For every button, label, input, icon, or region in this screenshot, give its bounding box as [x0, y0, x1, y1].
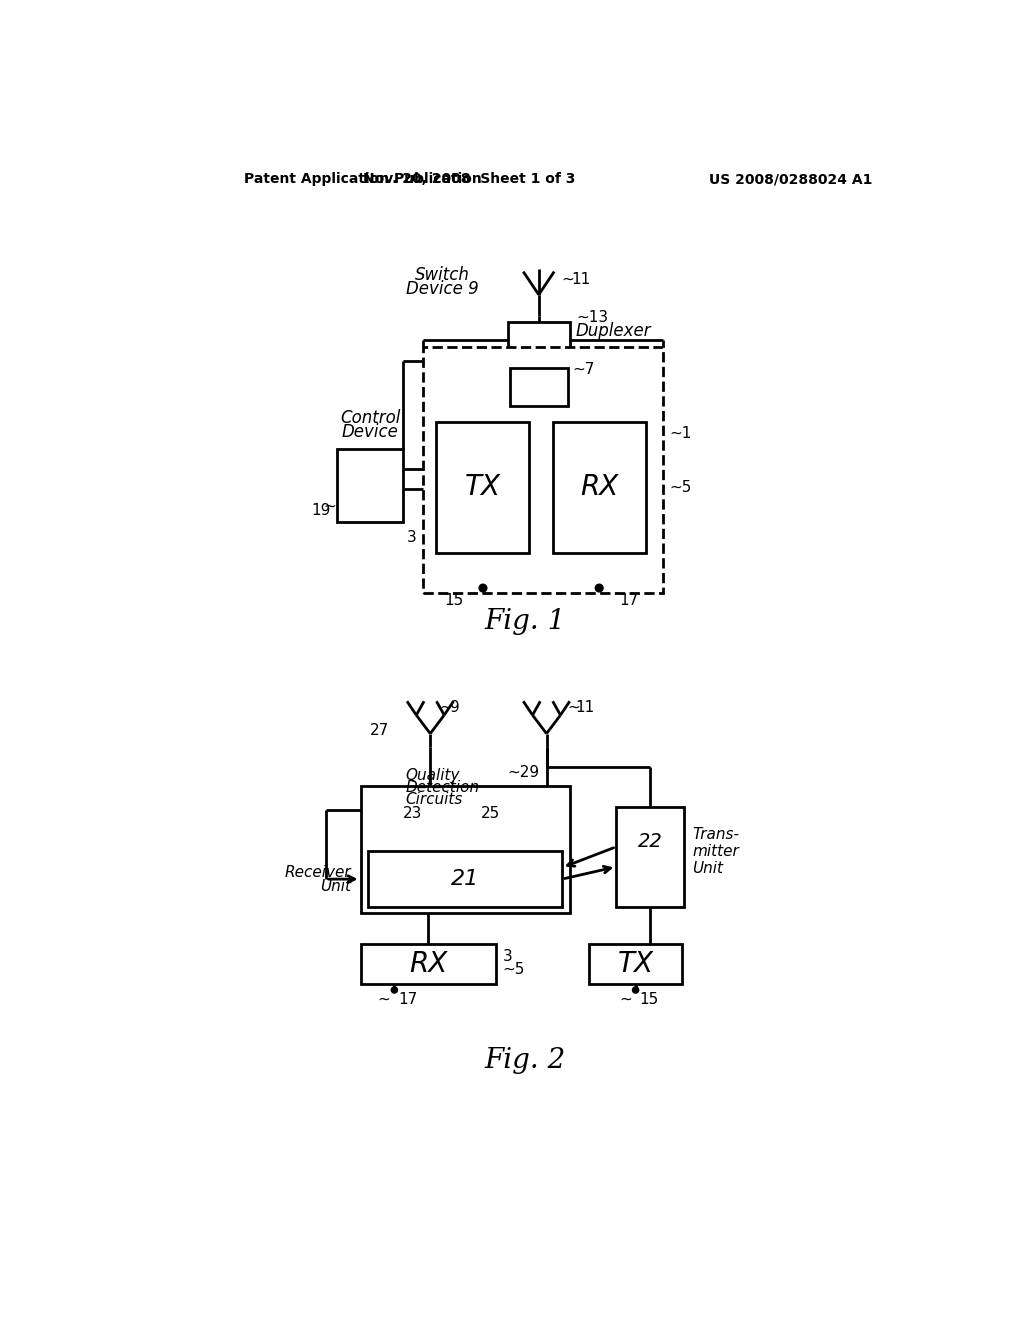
Text: TX: TX: [465, 473, 501, 502]
Text: ~1: ~1: [669, 426, 691, 441]
Text: Duplexer: Duplexer: [575, 322, 651, 339]
Text: ~: ~: [567, 700, 580, 715]
Text: 3: 3: [407, 529, 417, 545]
Bar: [553, 422, 646, 553]
Circle shape: [633, 987, 639, 993]
Bar: [436, 422, 529, 553]
Text: 25: 25: [480, 807, 500, 821]
Text: Receiver: Receiver: [285, 866, 351, 880]
Text: 19: 19: [311, 503, 331, 517]
Text: 27: 27: [371, 723, 389, 738]
Text: Unit: Unit: [321, 879, 351, 895]
Bar: [337, 449, 403, 521]
Text: Quality: Quality: [406, 768, 460, 784]
Bar: [423, 347, 663, 594]
Text: Control: Control: [340, 409, 400, 426]
Bar: [510, 368, 568, 407]
Text: 17: 17: [398, 991, 418, 1007]
Text: ~: ~: [378, 991, 390, 1007]
Text: ~: ~: [562, 272, 574, 286]
Text: 23: 23: [403, 807, 423, 821]
Text: ~29: ~29: [508, 766, 540, 780]
Text: Detection: Detection: [406, 780, 479, 795]
Text: 15: 15: [640, 991, 658, 1007]
Text: Switch: Switch: [415, 267, 469, 284]
Text: 22: 22: [638, 833, 663, 851]
Text: 3: 3: [503, 949, 512, 964]
Text: RX: RX: [580, 473, 618, 502]
Text: 15: 15: [443, 593, 463, 609]
Bar: [469, 795, 512, 832]
Text: TX: TX: [617, 950, 653, 978]
Text: Fig. 2: Fig. 2: [484, 1047, 565, 1074]
Text: Device 9: Device 9: [406, 280, 478, 298]
Text: ~: ~: [323, 499, 336, 513]
Text: ~13: ~13: [575, 310, 608, 325]
Bar: [360, 785, 569, 913]
Text: ~7: ~7: [572, 362, 595, 378]
Text: mitter: mitter: [692, 845, 739, 859]
Circle shape: [479, 585, 486, 591]
Bar: [616, 807, 684, 907]
Text: 17: 17: [620, 593, 638, 609]
Text: Trans-: Trans-: [692, 828, 739, 842]
Text: Unit: Unit: [692, 862, 723, 876]
Text: ~: ~: [439, 700, 453, 715]
Circle shape: [391, 987, 397, 993]
Text: ~5: ~5: [503, 962, 524, 978]
Text: 11: 11: [571, 272, 591, 286]
Bar: [391, 795, 434, 832]
Text: Nov. 20, 2008  Sheet 1 of 3: Nov. 20, 2008 Sheet 1 of 3: [362, 172, 575, 186]
Text: Device: Device: [342, 422, 398, 441]
Bar: [508, 322, 569, 359]
Text: US 2008/0288024 A1: US 2008/0288024 A1: [710, 172, 872, 186]
Circle shape: [595, 585, 603, 591]
Text: Circuits: Circuits: [406, 792, 463, 807]
Bar: [589, 944, 682, 983]
Text: Fig. 1: Fig. 1: [484, 609, 565, 635]
Text: 21: 21: [451, 869, 479, 890]
Bar: [369, 851, 562, 907]
Text: 9: 9: [451, 700, 460, 715]
Text: 11: 11: [575, 700, 595, 715]
Text: ~: ~: [618, 991, 632, 1007]
Text: ~5: ~5: [669, 479, 691, 495]
Text: Patent Application Publication: Patent Application Publication: [245, 172, 482, 186]
Text: RX: RX: [410, 950, 447, 978]
Bar: [360, 944, 496, 983]
